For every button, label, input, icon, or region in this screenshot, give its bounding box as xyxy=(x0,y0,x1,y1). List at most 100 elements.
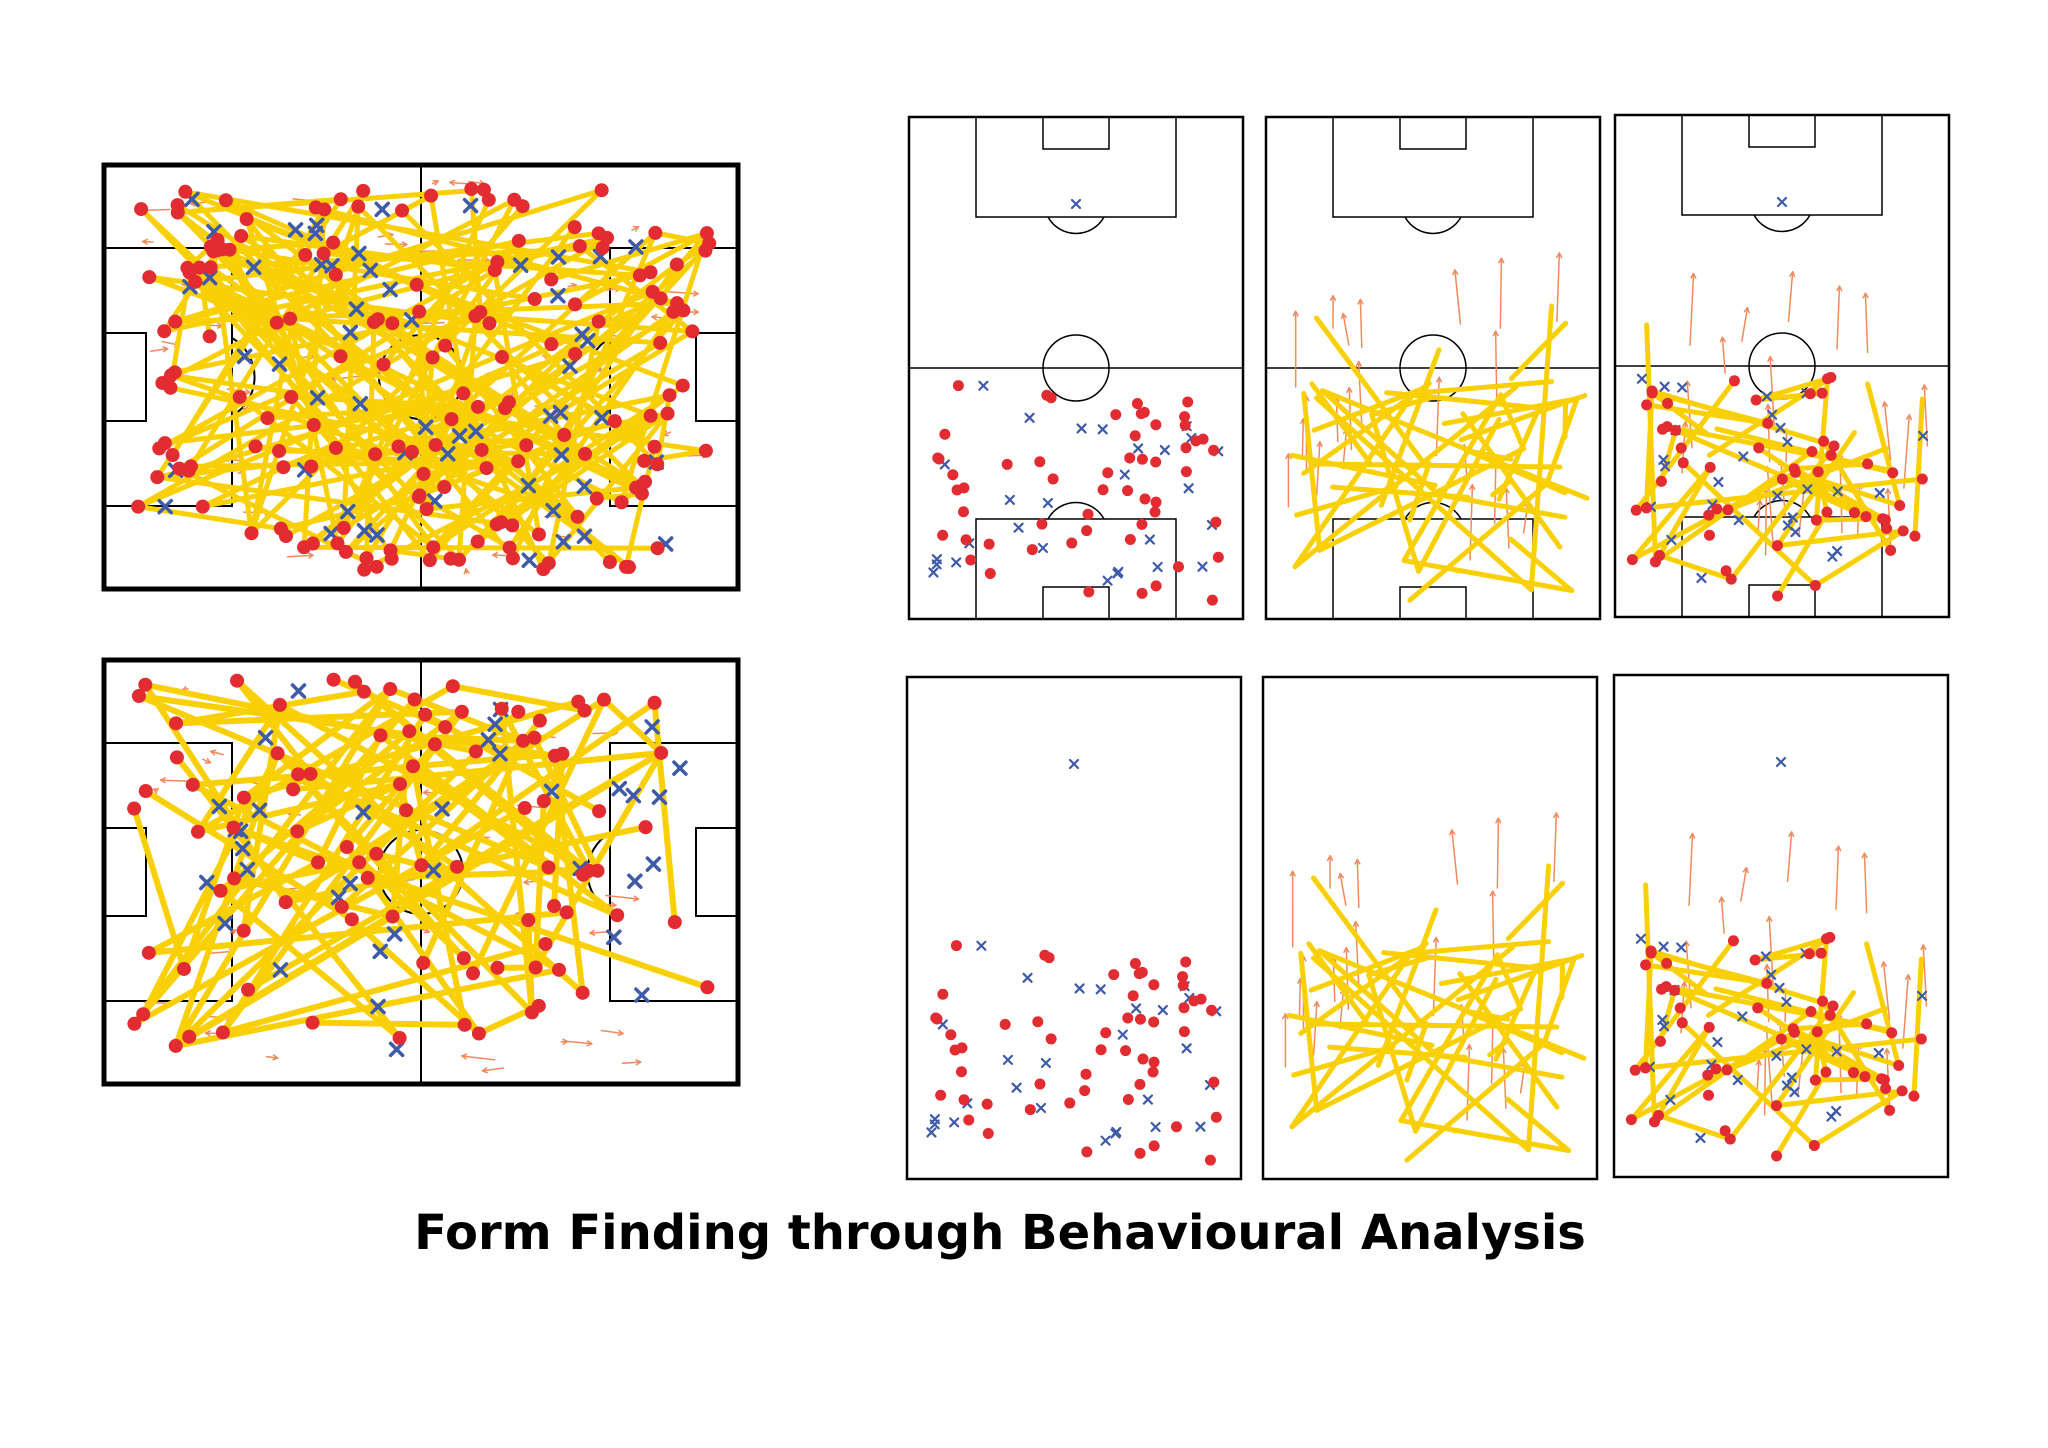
player-marker xyxy=(592,804,607,819)
movement-path xyxy=(1508,536,1575,594)
player-marker xyxy=(328,440,343,455)
opponent-marker xyxy=(236,348,253,365)
movement-path xyxy=(1643,476,1925,511)
player-marker xyxy=(559,905,574,920)
player-marker xyxy=(333,349,348,364)
opponent-marker xyxy=(651,789,668,805)
player-marker xyxy=(1897,525,1909,537)
player-marker xyxy=(452,552,467,567)
player-marker xyxy=(438,338,453,353)
opponent-marker xyxy=(606,929,622,945)
player-marker xyxy=(414,858,429,873)
player-marker xyxy=(203,239,218,254)
movement-arrow-head xyxy=(1449,829,1453,836)
player-marker xyxy=(272,697,287,712)
opponent-marker xyxy=(625,787,642,804)
player-marker xyxy=(1136,587,1148,599)
movement-arrow-head xyxy=(1297,978,1302,984)
movement-arrow xyxy=(605,894,640,900)
player-marker xyxy=(952,380,964,392)
opponent-marker xyxy=(382,281,398,298)
movement-arrow-head xyxy=(1742,866,1748,873)
movement-path xyxy=(1310,955,1531,1153)
movement-arrow-head xyxy=(1681,981,1686,987)
player-marker xyxy=(1752,1002,1764,1014)
opponent-marker xyxy=(1076,423,1087,434)
player-marker xyxy=(134,202,149,217)
player-marker xyxy=(303,766,318,781)
player-marker xyxy=(1630,504,1642,516)
opponent-marker xyxy=(939,459,950,470)
movement-arrow-head xyxy=(159,779,166,784)
opponent-marker xyxy=(552,404,569,421)
player-marker xyxy=(283,311,298,326)
movement-arrow-head xyxy=(1452,269,1456,276)
player-marker xyxy=(1100,1027,1112,1039)
opponent-marker xyxy=(356,522,373,539)
player-marker xyxy=(399,803,414,818)
movement-path xyxy=(1544,396,1580,486)
player-marker xyxy=(1080,1068,1092,1080)
opponent-marker xyxy=(1152,561,1163,573)
player-marker xyxy=(1809,1074,1821,1086)
movement-path xyxy=(1401,392,1504,564)
player-marker xyxy=(328,267,343,282)
player-marker xyxy=(1909,530,1921,542)
player-marker xyxy=(1894,499,1906,511)
player-marker xyxy=(555,746,570,761)
player-marker xyxy=(570,509,585,524)
player-marker xyxy=(1641,399,1653,411)
player-marker xyxy=(1788,1026,1800,1038)
movement-arrow-head xyxy=(307,552,314,557)
player-marker xyxy=(218,193,233,208)
player-marker xyxy=(473,305,488,320)
movement-arrow xyxy=(1451,829,1459,885)
movement-path xyxy=(433,309,483,448)
movement-path xyxy=(348,916,482,1037)
player-marker xyxy=(932,452,944,464)
player-marker xyxy=(1884,1104,1896,1116)
half-pitch-markings-points-diagram xyxy=(907,115,1245,621)
movement-arrow-head xyxy=(1719,336,1724,343)
opponent-marker xyxy=(627,873,643,889)
player-marker xyxy=(1886,1027,1898,1039)
player-marker xyxy=(1206,594,1218,606)
player-marker xyxy=(1728,375,1740,387)
opponent-marker xyxy=(1097,424,1108,435)
opponent-marker xyxy=(1874,487,1885,499)
player-marker xyxy=(1177,979,1189,991)
opponent-marker xyxy=(184,191,200,208)
player-marker xyxy=(1095,1044,1107,1056)
movement-path xyxy=(1791,1029,1902,1068)
player-marker xyxy=(195,499,210,514)
player-marker xyxy=(1645,945,1657,957)
player-marker xyxy=(1129,430,1141,442)
opponent-marker xyxy=(1157,1004,1168,1016)
player-marker xyxy=(957,506,969,518)
player-marker xyxy=(505,518,520,533)
movement-path xyxy=(338,353,625,505)
movement-path xyxy=(1811,1088,1905,1148)
pitch-boundary xyxy=(905,675,1243,1181)
player-marker xyxy=(227,871,242,886)
player-marker xyxy=(999,1018,1011,1030)
movement-arrow-head xyxy=(1836,285,1841,292)
top-penalty-arc xyxy=(1753,214,1811,233)
movement-arrow-head xyxy=(1883,1048,1888,1055)
movement-path xyxy=(145,909,570,956)
player-marker xyxy=(1808,1139,1820,1151)
opponent-marker xyxy=(339,503,356,520)
player-marker xyxy=(269,315,284,330)
movement-arrow xyxy=(461,1055,496,1061)
player-marker xyxy=(532,713,547,728)
player-marker xyxy=(169,750,184,765)
player-marker xyxy=(1034,456,1046,468)
movement-arrow-head xyxy=(1285,453,1290,460)
movement-arrow xyxy=(563,1040,593,1045)
player-marker xyxy=(937,529,949,541)
opponent-marker xyxy=(951,557,962,568)
movement-path xyxy=(227,247,632,570)
player-marker xyxy=(1724,1133,1736,1145)
opponent-marker xyxy=(348,301,365,317)
opponent-marker xyxy=(1013,522,1024,533)
